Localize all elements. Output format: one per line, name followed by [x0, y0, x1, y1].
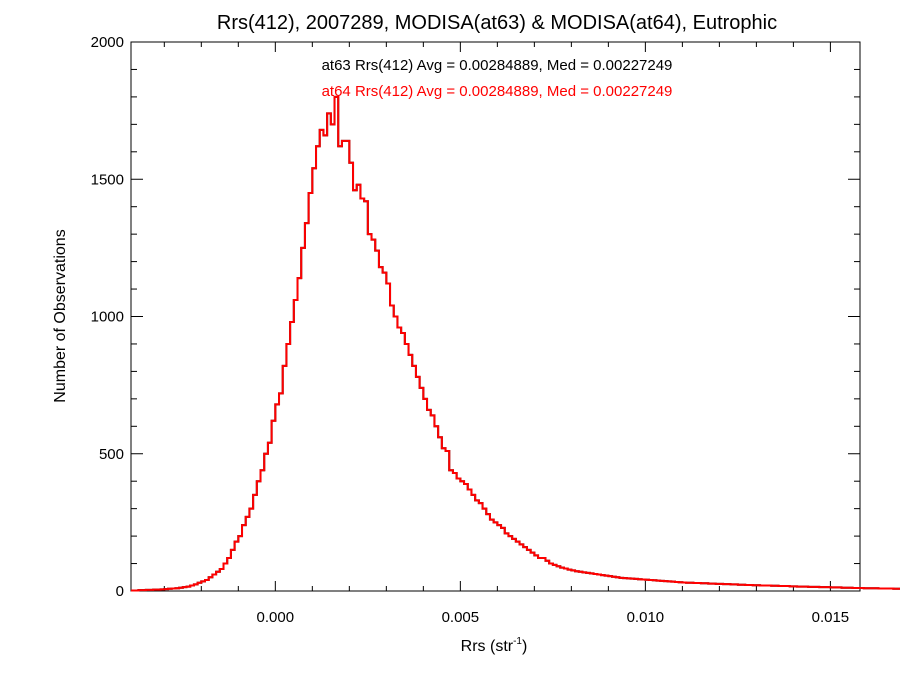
x-tick-label-3: 0.015 [812, 609, 850, 626]
y-tick-label-4: 2000 [91, 34, 124, 51]
histogram-line-at64 [131, 95, 900, 592]
annotation-at63: at63 Rrs(412) Avg = 0.00284889, Med = 0.… [322, 57, 673, 74]
y-axis-label: Number of Observations [52, 229, 69, 402]
axis-ticks [131, 41, 860, 592]
y-tick-label-3: 1500 [91, 171, 124, 188]
x-tick-label-2: 0.010 [627, 609, 665, 626]
y-tick-label-2: 1000 [91, 309, 124, 326]
y-tick-label-0: 0 [116, 583, 124, 600]
histogram-series [131, 95, 900, 592]
x-axis-label-close: ) [522, 638, 527, 655]
x-axis-label-main: Rrs (str [461, 638, 514, 655]
chart-title: Rrs(412), 2007289, MODISA(at63) & MODISA… [217, 12, 777, 34]
x-axis-label: Rrs (str-1) [461, 636, 528, 655]
annotation-at64: at64 Rrs(412) Avg = 0.00284889, Med = 0.… [322, 83, 673, 100]
x-tick-label-1: 0.005 [442, 609, 480, 626]
x-tick-label-0: 0.000 [257, 609, 295, 626]
axis-tick-labels: 0.000 0.005 0.010 0.015 0 500 1000 1500 2000 [91, 34, 850, 626]
y-tick-label-1: 500 [99, 446, 124, 463]
x-axis-label-superscript: -1 [513, 636, 522, 647]
